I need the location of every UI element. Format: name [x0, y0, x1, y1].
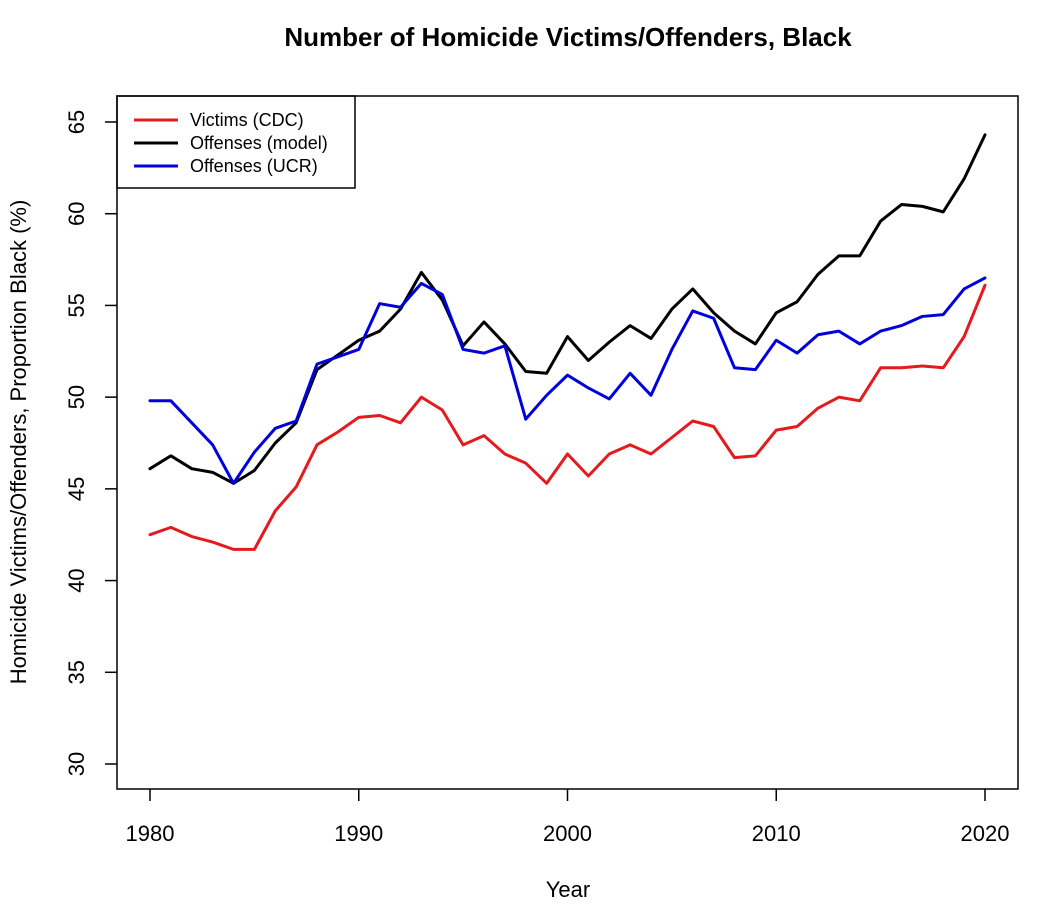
x-tick-label: 1980 [126, 821, 175, 846]
x-tick-label: 2000 [543, 821, 592, 846]
chart-title: Number of Homicide Victims/Offenders, Bl… [284, 22, 852, 52]
series-lines [148, 133, 987, 551]
series-line [148, 283, 987, 551]
y-tick-label: 30 [64, 752, 89, 776]
series-line [148, 276, 987, 485]
y-tick-label: 60 [64, 201, 89, 225]
y-tick-label: 65 [64, 110, 89, 134]
legend-box [116, 95, 356, 189]
x-axis-label: Year [546, 877, 590, 902]
y-tick-label: 45 [64, 477, 89, 501]
legend-label: Offenses (model) [190, 133, 328, 153]
legend-label: Victims (CDC) [190, 110, 304, 130]
series-line [148, 133, 987, 485]
x-tick-label: 2020 [961, 821, 1010, 846]
legend: Victims (CDC) Offenses (model) Offenses (U… [116, 95, 356, 189]
y-tick-label: 55 [64, 293, 89, 317]
y-tick-label: 50 [64, 385, 89, 409]
y-axis: 30 35 40 45 50 55 60 65 [64, 110, 117, 776]
x-tick-label: 1990 [334, 821, 383, 846]
y-tick-label: 40 [64, 568, 89, 592]
x-axis: 1980 1990 2000 2010 2020 [126, 789, 1010, 846]
legend-label: Offenses (UCR) [190, 156, 318, 176]
y-axis-label: Homicide Victims/Offenders, Proportion B… [6, 200, 31, 685]
y-tick-label: 35 [64, 660, 89, 684]
x-tick-label: 2010 [752, 821, 801, 846]
plot-frame [116, 95, 1019, 790]
